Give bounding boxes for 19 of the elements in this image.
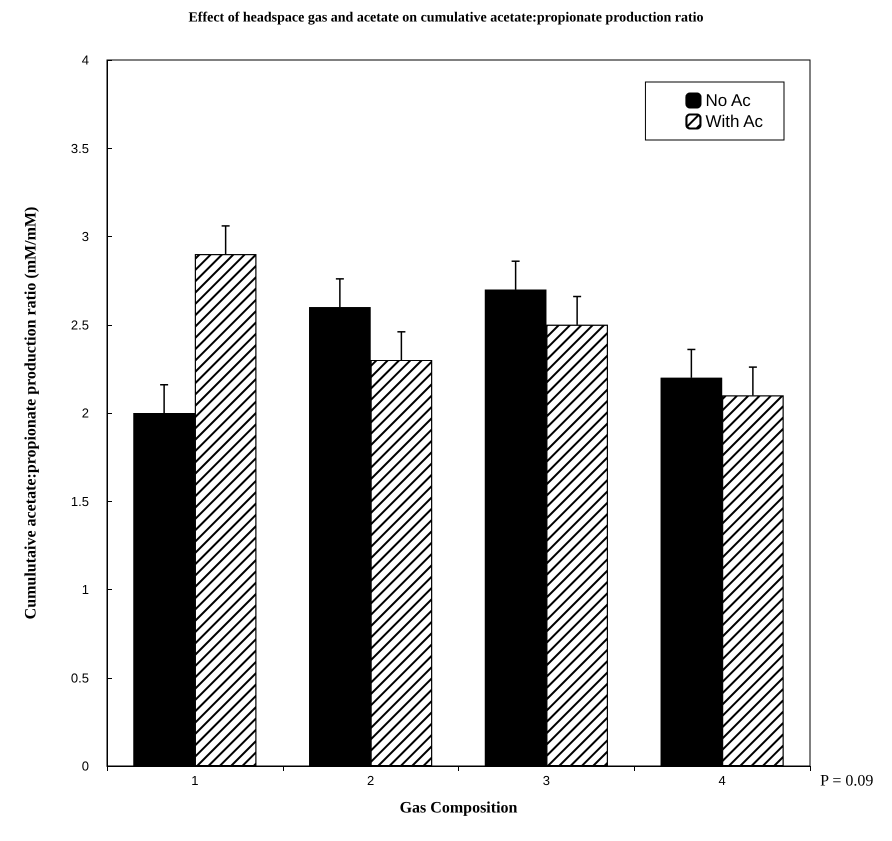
y-axis-title: Cumulutaive acetate:propionate production ratio (mM/mM) [22,206,40,620]
y-tick-label: 2 [82,406,89,420]
chart-title: Effect of headspace gas and acetate on cumulative acetate:propionate production ratio [188,10,704,26]
x-tick-label: 1 [191,773,198,788]
x-tick-label: 2 [367,773,374,788]
x-tick-label: 4 [718,773,726,788]
legend-label: With Ac [705,112,764,131]
y-tick-label: 4 [82,52,89,68]
y-tick-label: 0.5 [70,670,89,686]
y-tick-label: 3 [82,229,89,244]
y-tick-label: 1 [82,582,89,597]
y-tick-label: 1.5 [70,494,89,509]
y-tick-label: 0 [82,758,89,774]
x-tick-label: 3 [542,773,550,788]
text: P = 0.09 [820,772,874,790]
y-tick-label: 3.5 [70,140,89,156]
legend-label: No Ac [705,91,752,110]
x-axis-title: Gas Composition [400,800,518,816]
y-tick-label: 2.5 [70,317,89,332]
